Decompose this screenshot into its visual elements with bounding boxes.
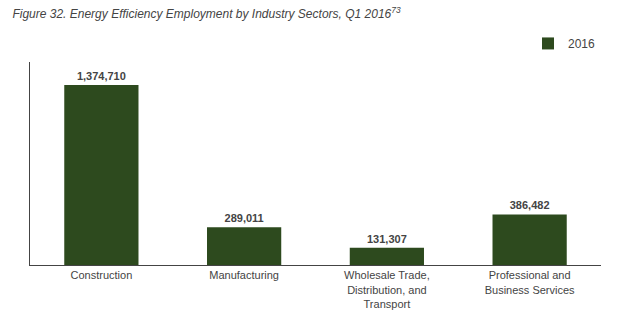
svg-text:Manufacturing: Manufacturing [209,269,279,281]
svg-text:2016: 2016 [568,37,595,51]
svg-text:1,374,710: 1,374,710 [77,70,126,82]
svg-text:Figure 32. Energy Efficiency E: Figure 32. Energy Efficiency Employment … [12,5,401,21]
svg-text:289,011: 289,011 [225,212,264,224]
svg-text:131,307: 131,307 [367,233,407,245]
svg-text:Wholesale Trade,Distribution,: Wholesale Trade,Distribution, andTranspo… [344,269,430,310]
svg-text:Professional andBusiness Servi: Professional andBusiness Services [485,269,575,295]
svg-text:Construction: Construction [70,269,132,281]
svg-text:386,482: 386,482 [510,199,550,211]
